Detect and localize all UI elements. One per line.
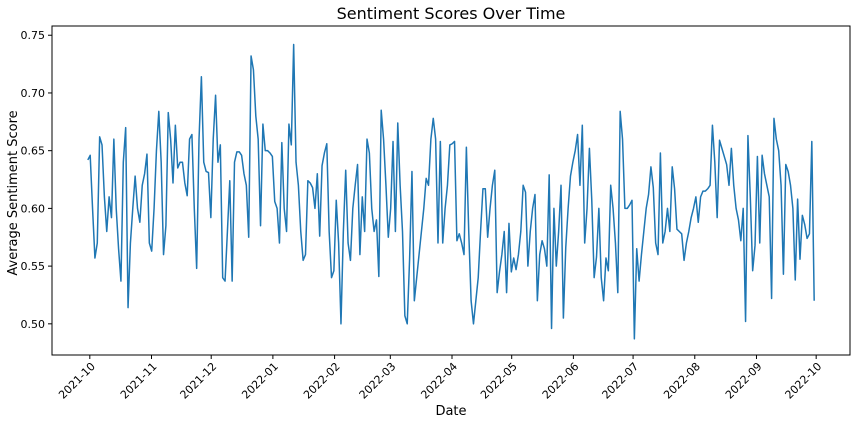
x-axis-label: Date [435,404,466,419]
x-tick-label: 2022-06 [540,360,582,402]
chart-title: Sentiment Scores Over Time [337,4,566,23]
x-tick-label: 2022-05 [478,360,520,402]
y-tick-label: 0.55 [21,260,46,273]
series-line [87,43,815,340]
x-tick-label: 2021-10 [56,360,98,402]
x-tick-label: 2022-03 [357,360,399,402]
x-tick-label: 2022-09 [723,360,765,402]
plot-area: 0.50 0.55 0.60 0.65 0.70 0.75 2021-10 2021-11 20… [21,25,851,402]
x-tick-label: 2021-11 [118,360,160,402]
x-tick-label: 2022-04 [418,360,460,402]
x-tick-label: 2021-12 [178,360,220,402]
x-tick-label: 2022-10 [783,360,825,402]
y-tick-label: 0.75 [21,29,46,42]
plot-frame [51,25,851,356]
y-tick-label: 0.65 [21,145,46,158]
x-tick-label: 2022-01 [239,360,281,402]
y-tick-label: 0.70 [21,87,46,100]
y-tick-label: 0.60 [21,202,46,215]
y-tick-label: 0.50 [21,318,46,331]
x-tick-label: 2022-08 [661,360,703,402]
x-tick-label: 2022-02 [301,360,343,402]
x-tick-label: 2022-07 [600,360,642,402]
y-axis-label: Average Sentiment Score [6,110,21,275]
